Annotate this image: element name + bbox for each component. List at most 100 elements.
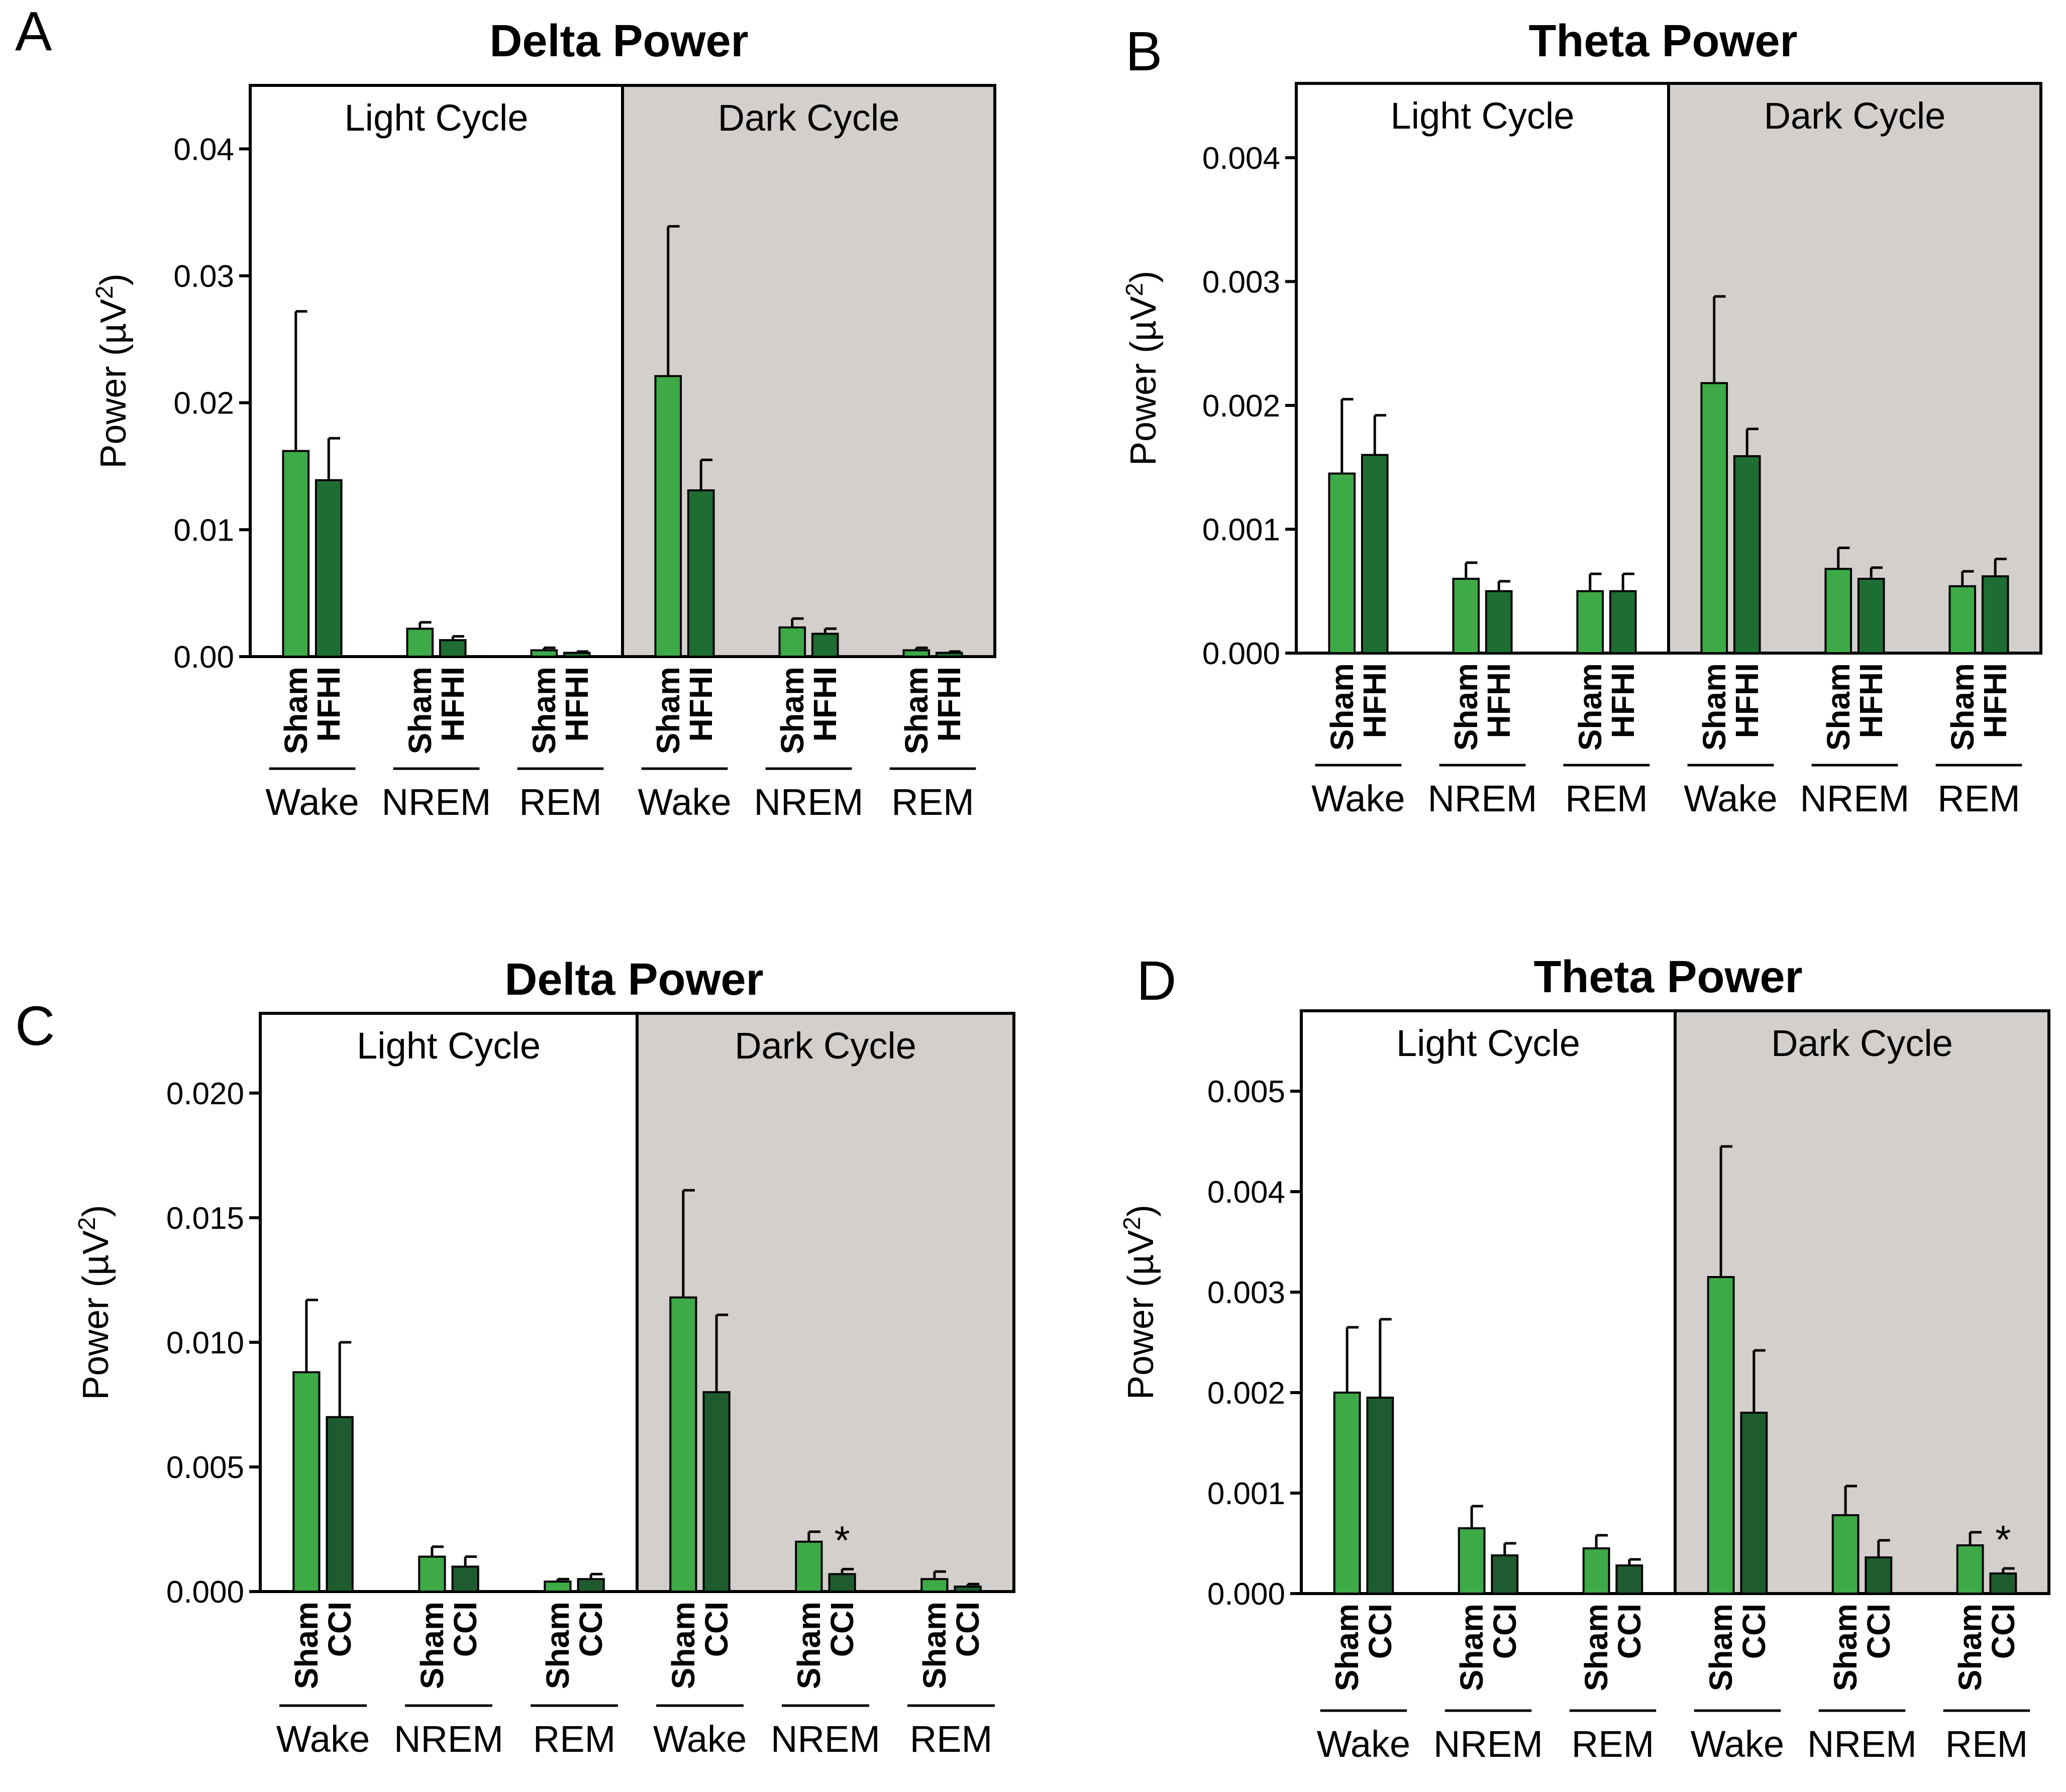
bar-sham-1 [1458,1527,1486,1595]
y-tick-label: 0.004 [1207,1175,1285,1210]
bar-sham-5 [1948,585,1977,655]
state-label: Wake [1691,1723,1784,1765]
panel-letter: C [15,995,55,1057]
y-axis-label: Power (µV2) [1119,1205,1161,1400]
group-label: Sham [1448,663,1484,751]
state-label: REM [1572,1723,1654,1765]
state-label: Wake [1684,778,1777,819]
bar-sham-3 [654,375,682,658]
state-label: Wake [638,781,731,823]
light-cycle-label: Light Cycle [357,1025,541,1067]
bar-sham-0 [292,1371,321,1593]
group-label: Sham [414,1602,450,1689]
bar-hfhi-5 [1981,575,2009,654]
y-axis-label: Power (µV2) [1121,271,1164,466]
group-label: CCI [1487,1604,1523,1659]
state-label: REM [891,781,974,823]
group-label: CCI [1362,1604,1398,1659]
group-label: HFHI [683,667,719,742]
group-label: CCI [573,1602,609,1657]
y-tick-label: 0.000 [1202,637,1280,671]
group-label: Sham [1696,663,1732,751]
bar-sham-0 [282,450,310,658]
bar-sham-3 [669,1296,697,1593]
group-label: HFHI [1729,663,1765,738]
dark-cycle-label: Dark Cycle [1771,1022,1953,1064]
bar-hfhi-5 [935,652,963,658]
y-tick-label: 0.003 [1207,1276,1285,1310]
group-label: Sham [1454,1604,1490,1691]
group-label: HFHI [1977,663,2013,738]
light-cycle-label: Light Cycle [344,97,528,139]
bar-sham-0 [1328,472,1356,654]
bar-sham-4 [1831,1514,1860,1595]
y-tick-label: 0.002 [1202,389,1280,424]
bar-hfhi-2 [1609,590,1637,655]
group-label: HFHI [1853,663,1889,738]
panel-title: Delta Power [504,955,763,1005]
bar-sham-3 [1707,1276,1735,1595]
y-tick-label: 0.03 [173,259,234,294]
state-label: NREM [394,1718,503,1760]
y-tick-label: 0.002 [1207,1376,1285,1411]
y-tick-label: 0.001 [1202,512,1280,547]
group-label: Sham [1578,1604,1614,1691]
bar-cci-4 [1865,1556,1893,1595]
bar-sham-4 [778,626,806,658]
dark-cycle-label: Dark Cycle [1764,95,1946,137]
group-label: HFHI [1481,663,1517,738]
y-tick-label: 0.02 [173,386,234,421]
dark-cycle-background [623,85,995,657]
group-label: HFHI [931,667,967,742]
group-label: CCI [698,1602,735,1657]
bar-hfhi-0 [315,479,343,658]
group-label: HFHI [807,667,843,742]
group-label: HFHI [559,667,595,742]
light-cycle-label: Light Cycle [1396,1022,1580,1064]
state-label: Wake [276,1718,370,1760]
bar-sham-4 [1824,568,1852,655]
bar-sham-0 [1333,1392,1361,1595]
dark-cycle-label: Dark Cycle [718,97,900,139]
panel-title: Delta Power [489,16,748,66]
y-tick-label: 0.020 [166,1077,244,1111]
group-label: CCI [824,1602,860,1657]
group-label: CCI [1985,1604,2021,1659]
group-label: Sham [1329,1604,1365,1691]
group-label: Sham [898,667,935,754]
dark-cycle-background [1669,83,2041,653]
group-label: Sham [774,667,810,754]
significance-star: * [1995,1517,2011,1562]
state-label: NREM [1433,1723,1543,1765]
bar-sham-2 [1576,590,1604,655]
state-label: REM [519,781,601,823]
group-label: Sham [916,1602,953,1689]
bar-hfhi-1 [1485,590,1513,655]
y-tick-label: 0.004 [1202,141,1280,176]
panel-letter: D [1137,950,1176,1012]
y-tick-label: 0.04 [173,132,234,167]
group-label: Sham [1820,663,1856,751]
bar-hfhi-1 [439,639,467,658]
light-cycle-label: Light Cycle [1390,95,1574,137]
bar-cci-1 [451,1565,479,1593]
group-label: CCI [1611,1604,1647,1659]
bar-sham-5 [920,1578,949,1593]
bar-sham-2 [530,649,558,658]
state-label: NREM [1807,1723,1917,1765]
group-label: Sham [1827,1604,1864,1691]
y-tick-label: 0.010 [166,1326,244,1360]
bar-hfhi-0 [1361,454,1389,655]
state-label: Wake [1311,778,1405,819]
y-axis-label: Power (µV2) [91,273,134,468]
state-label: REM [533,1718,615,1760]
state-label: Wake [1317,1723,1410,1765]
group-label: HFHI [1605,663,1641,738]
bar-cci-0 [326,1416,354,1593]
bar-cci-0 [1366,1397,1394,1595]
group-label: Sham [402,667,438,754]
group-label: HFHI [311,667,347,742]
y-tick-label: 0.01 [173,513,234,548]
group-label: HFHI [1357,663,1393,738]
